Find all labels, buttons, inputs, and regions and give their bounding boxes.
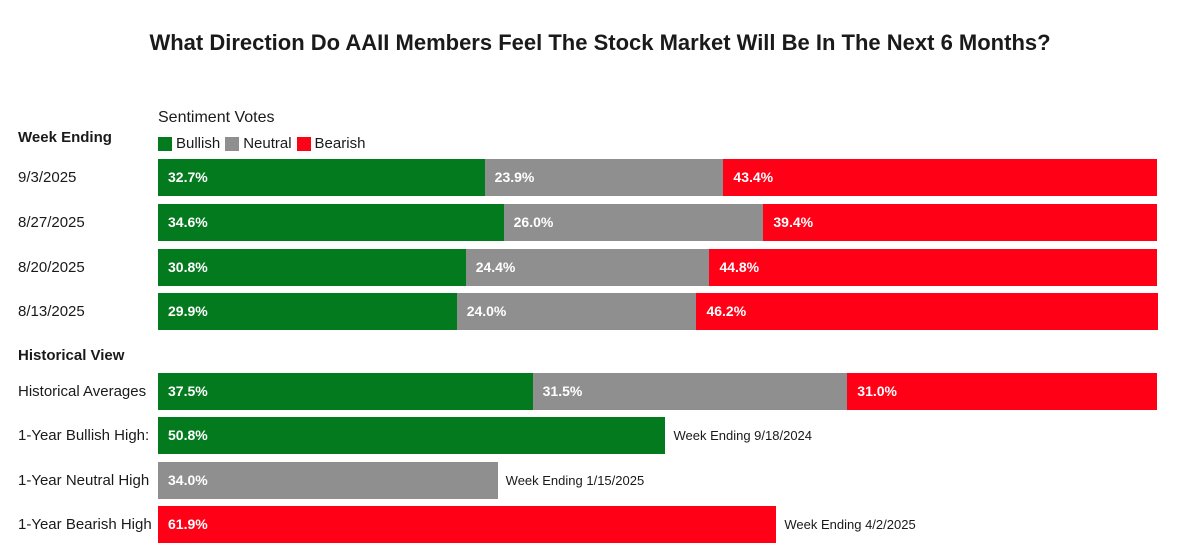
high-note-bearish: Week Ending 4/2/2025 (784, 517, 916, 532)
bar-bullish: 37.5% (158, 373, 533, 410)
row-label-week: 8/27/2025 (18, 214, 85, 231)
bar-bearish-high: 61.9% (158, 506, 777, 543)
legend-item-bullish: Bullish (158, 135, 220, 152)
bar-neutral: 24.4% (465, 249, 710, 286)
bar-bearish: 31.0% (847, 373, 1157, 410)
bar-row-week-2: 30.8% 24.4% 44.8% (158, 249, 1157, 286)
bar-bearish: 43.4% (723, 159, 1157, 196)
bar-neutral: 24.0% (456, 293, 697, 330)
bar-bearish: 46.2% (696, 293, 1158, 330)
high-note-neutral: Week Ending 1/15/2025 (505, 473, 645, 488)
row-label-neutral-high: 1-Year Neutral High (18, 472, 150, 489)
row-label-week: 9/3/2025 (18, 169, 77, 186)
bar-row-historical-averages: 37.5% 31.5% 31.0% (158, 373, 1157, 410)
bar-bearish: 39.4% (763, 204, 1157, 241)
legend-label-neutral: Neutral (243, 135, 292, 152)
bar-row-week-1: 34.6% 26.0% 39.4% (158, 204, 1157, 241)
legend-swatch-bearish (296, 136, 311, 151)
historical-view-header: Historical View (18, 347, 125, 364)
bar-bullish: 34.6% (158, 204, 504, 241)
bar-bullish-high: 50.8% (158, 417, 666, 454)
bar-bullish: 32.7% (158, 159, 485, 196)
bar-neutral-high: 34.0% (158, 462, 498, 499)
bar-neutral: 26.0% (503, 204, 764, 241)
legend-label-bearish: Bearish (314, 135, 366, 152)
row-label-week: 8/20/2025 (18, 259, 85, 276)
bar-bearish: 44.8% (709, 249, 1157, 286)
legend-title: Sentiment Votes (158, 109, 275, 126)
chart-title: What Direction Do AAII Members Feel The … (149, 30, 1051, 55)
bar-row-week-0: 32.7% 23.9% 43.4% (158, 159, 1157, 196)
legend-swatch-bullish (158, 136, 172, 151)
row-label-bearish-high: 1-Year Bearish High (18, 516, 152, 533)
legend-label-bullish: Bullish (176, 135, 221, 152)
bar-row-week-3: 29.9% 24.0% 46.2% (158, 293, 1158, 330)
bar-neutral: 31.5% (532, 373, 848, 410)
row-label-week: 8/13/2025 (18, 303, 85, 320)
week-ending-header: Week Ending (18, 129, 112, 146)
legend-swatch-neutral (225, 136, 240, 151)
legend-item-bearish: Bearish (296, 135, 366, 152)
legend: Bullish Neutral Bearish (158, 135, 370, 152)
high-note-bullish: Week Ending 9/18/2024 (673, 428, 813, 443)
legend-item-neutral: Neutral (225, 135, 292, 152)
row-label-bullish-high: 1-Year Bullish High: (18, 427, 150, 444)
bar-neutral: 23.9% (484, 159, 724, 196)
row-label-historical-averages: Historical Averages (18, 383, 147, 400)
bar-bullish: 30.8% (158, 249, 466, 286)
bar-bullish: 29.9% (158, 293, 457, 330)
